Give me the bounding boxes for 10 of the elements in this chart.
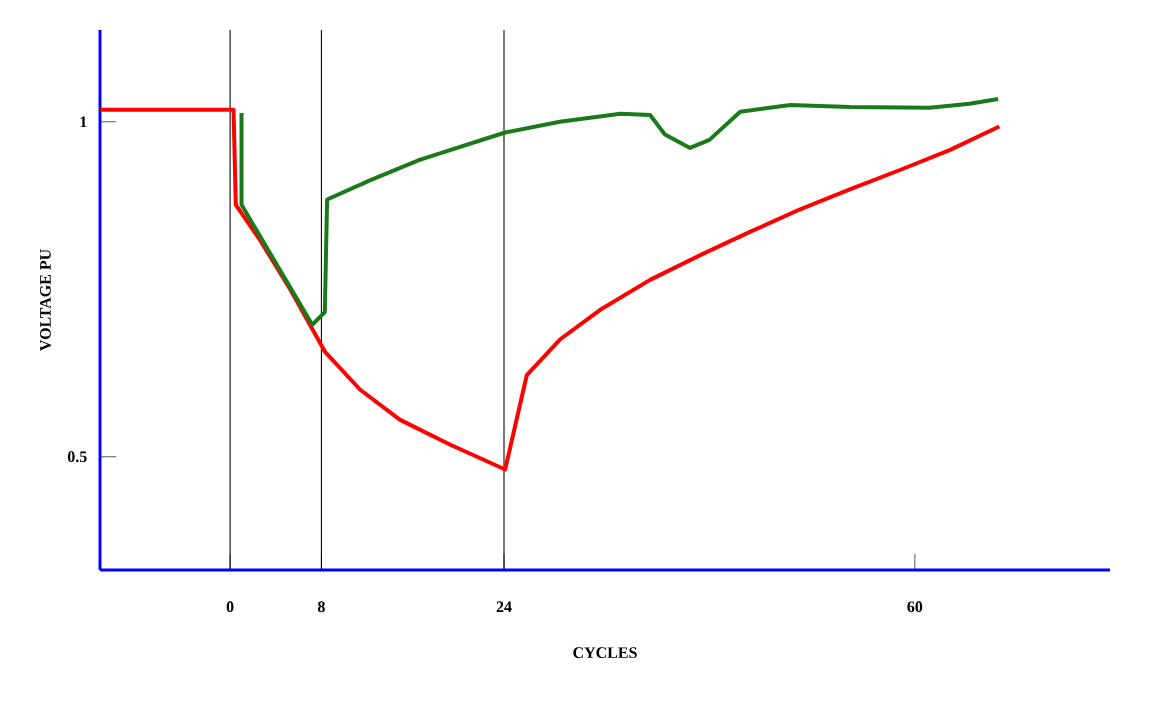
line-series	[239, 96, 1001, 327]
y-tick-label: 0.5	[67, 451, 87, 463]
x-tick-label: 0	[226, 601, 234, 613]
line-series	[98, 107, 1002, 472]
x-tick-label: 60	[907, 601, 923, 613]
y-axis-title: VOLTAGE PU	[40, 249, 51, 351]
x-tick-label: 24	[496, 601, 512, 612]
x-axis-title: CYCLES	[573, 647, 637, 659]
y-tick-label: 1	[80, 116, 87, 128]
x-tick-label: 8	[317, 601, 325, 613]
